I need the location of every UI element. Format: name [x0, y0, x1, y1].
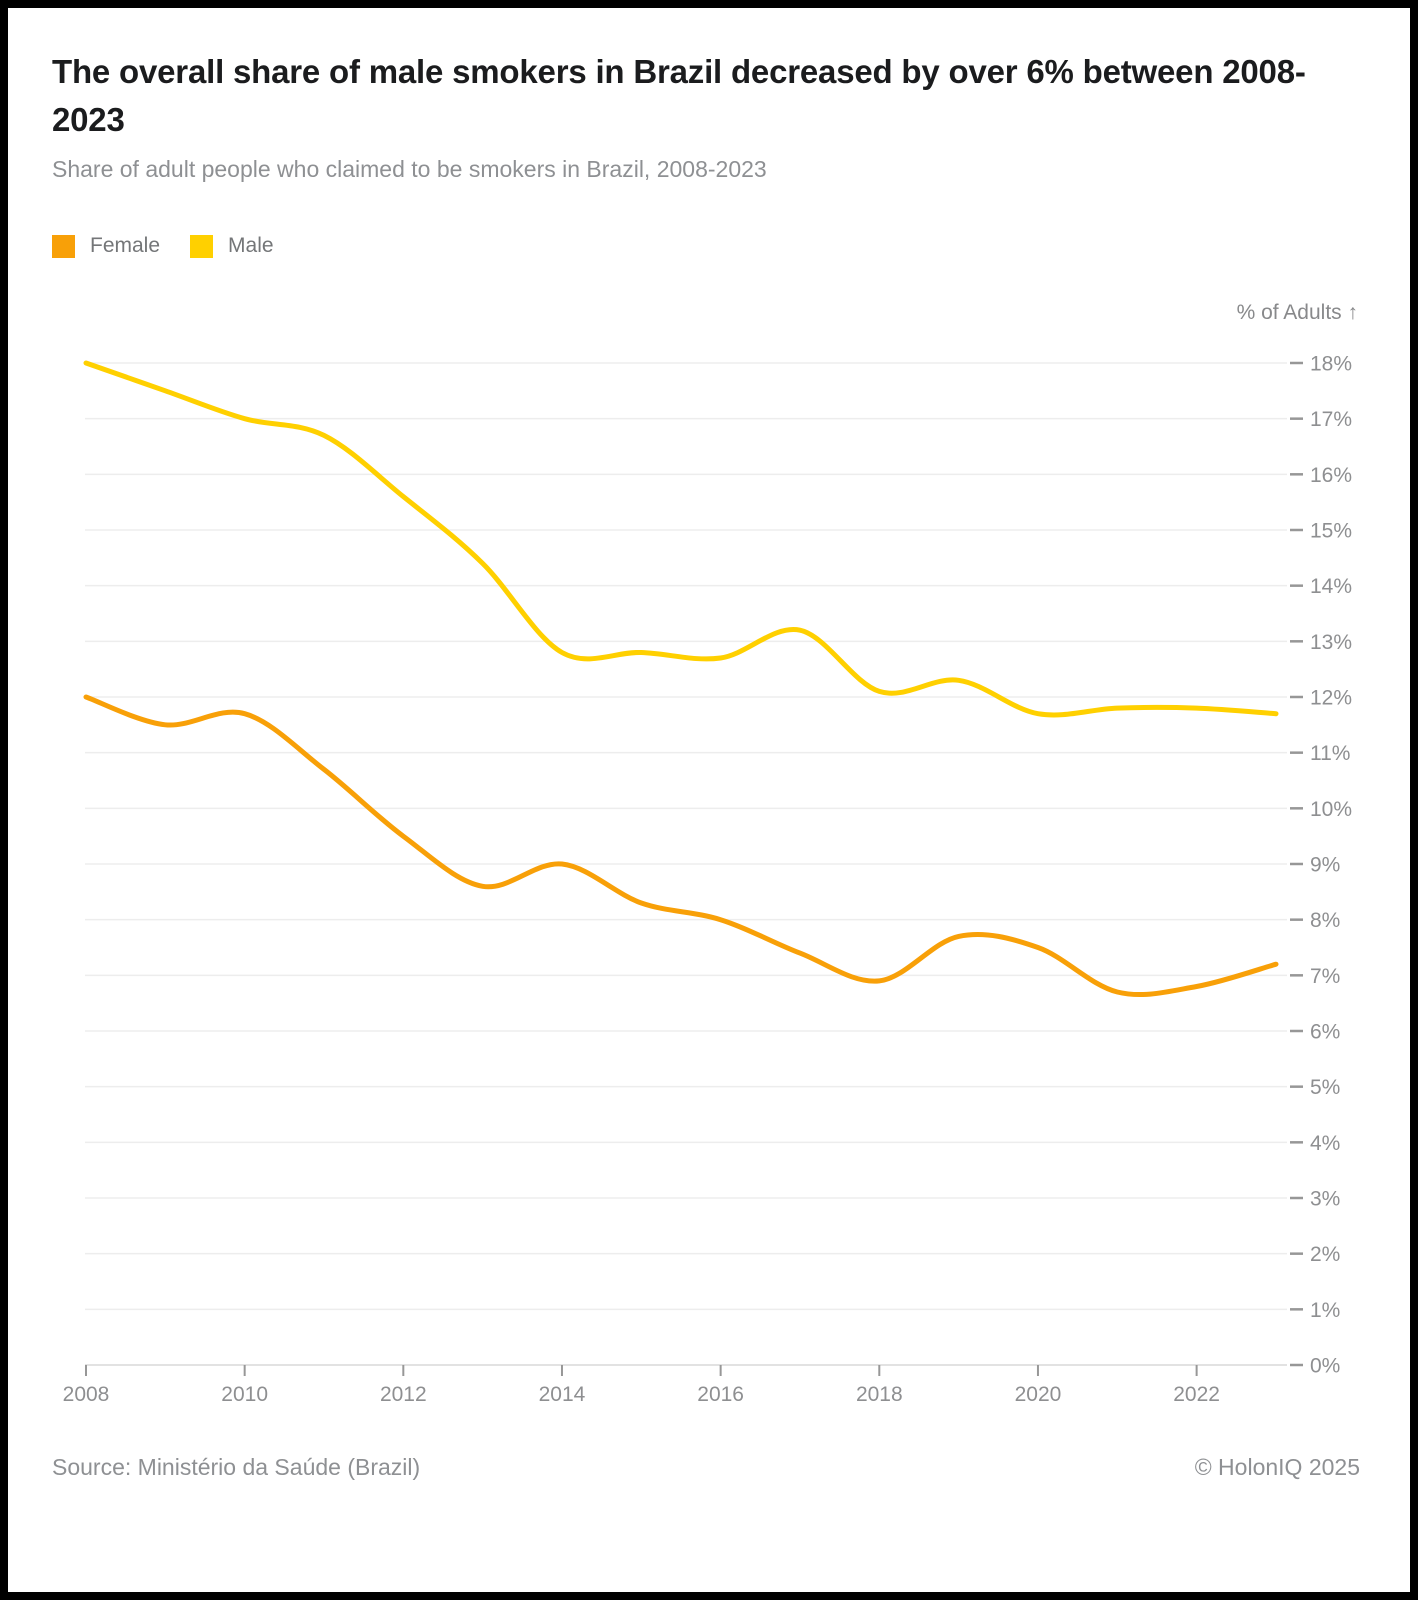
- legend-item-female: Female: [52, 234, 160, 258]
- page-title: The overall share of male smokers in Bra…: [52, 53, 1306, 138]
- male-series-swatch-icon: [190, 234, 214, 258]
- legend-label-female: Female: [90, 234, 161, 257]
- legend-label-male: Male: [228, 234, 274, 257]
- copyright-note: © HolonIQ 2025: [1194, 1454, 1360, 1480]
- female-series-swatch-icon: [52, 234, 75, 258]
- legend: Female Male: [52, 234, 274, 258]
- legend-item-male: Male: [190, 234, 274, 258]
- source-note: Source: Ministério da Saúde (Brazil): [52, 1454, 421, 1480]
- page-subtitle: Share of adult people who claimed to be …: [52, 156, 767, 182]
